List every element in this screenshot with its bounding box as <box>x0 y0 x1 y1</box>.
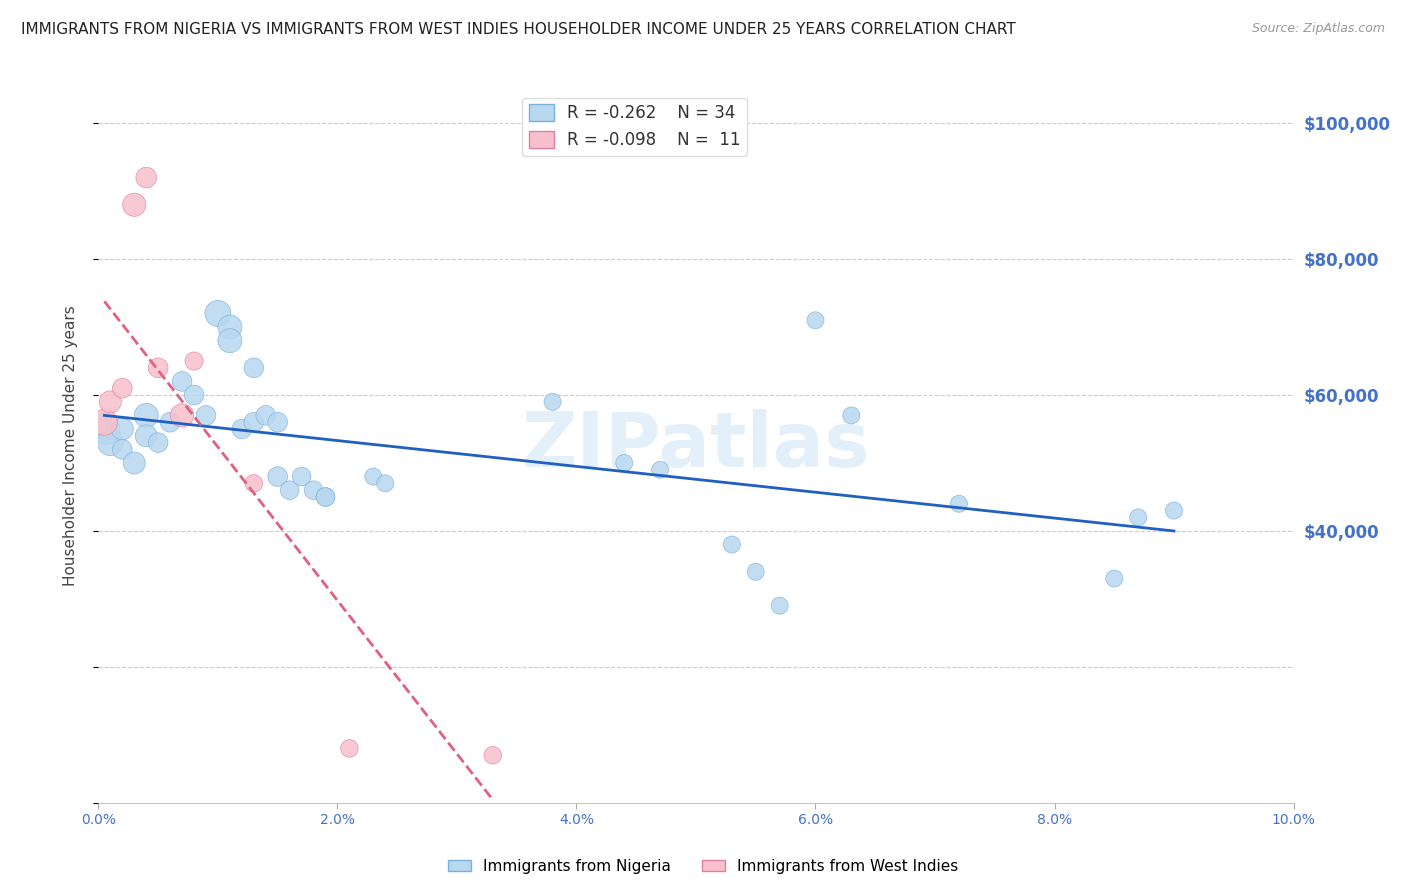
Point <box>195 409 218 423</box>
Point <box>111 422 134 436</box>
Point <box>148 360 170 375</box>
Point <box>124 198 146 212</box>
Point <box>243 360 266 375</box>
Point <box>541 394 564 409</box>
Point <box>219 320 242 334</box>
Point <box>745 565 768 579</box>
Point <box>100 435 122 450</box>
Point <box>291 469 314 483</box>
Point <box>207 306 229 320</box>
Point <box>111 381 134 395</box>
Point <box>769 599 792 613</box>
Point <box>339 741 360 756</box>
Point <box>100 394 122 409</box>
Legend: R = -0.262    N = 34, R = -0.098    N =  11: R = -0.262 N = 34, R = -0.098 N = 11 <box>522 97 748 155</box>
Point <box>278 483 301 498</box>
Point <box>243 415 266 429</box>
Point <box>172 409 194 423</box>
Point <box>374 476 396 491</box>
Point <box>135 409 157 423</box>
Text: ZIPatlas: ZIPatlas <box>522 409 870 483</box>
Point <box>1163 503 1185 517</box>
Point <box>183 388 205 402</box>
Point <box>481 748 505 763</box>
Point <box>231 422 253 436</box>
Point <box>172 375 194 389</box>
Point <box>613 456 636 470</box>
Y-axis label: Householder Income Under 25 years: Householder Income Under 25 years <box>63 306 77 586</box>
Point <box>363 469 385 483</box>
Point <box>183 354 205 368</box>
Point <box>93 422 115 436</box>
Point <box>219 334 242 348</box>
Point <box>721 537 744 551</box>
Point <box>1104 572 1126 586</box>
Point <box>267 469 290 483</box>
Point <box>948 497 970 511</box>
Point <box>302 483 325 498</box>
Point <box>159 415 181 429</box>
Point <box>315 490 337 504</box>
Point <box>135 429 157 443</box>
Point <box>1128 510 1150 524</box>
Text: IMMIGRANTS FROM NIGERIA VS IMMIGRANTS FROM WEST INDIES HOUSEHOLDER INCOME UNDER : IMMIGRANTS FROM NIGERIA VS IMMIGRANTS FR… <box>21 22 1017 37</box>
Point <box>804 313 827 327</box>
Point <box>243 476 266 491</box>
Point <box>111 442 134 457</box>
Point <box>841 409 863 423</box>
Text: Source: ZipAtlas.com: Source: ZipAtlas.com <box>1251 22 1385 36</box>
Point <box>267 415 290 429</box>
Point <box>93 415 115 429</box>
Point <box>254 409 277 423</box>
Point <box>315 490 337 504</box>
Point <box>124 456 146 470</box>
Point <box>148 435 170 450</box>
Legend: Immigrants from Nigeria, Immigrants from West Indies: Immigrants from Nigeria, Immigrants from… <box>441 853 965 880</box>
Point <box>135 170 157 185</box>
Point <box>650 463 672 477</box>
